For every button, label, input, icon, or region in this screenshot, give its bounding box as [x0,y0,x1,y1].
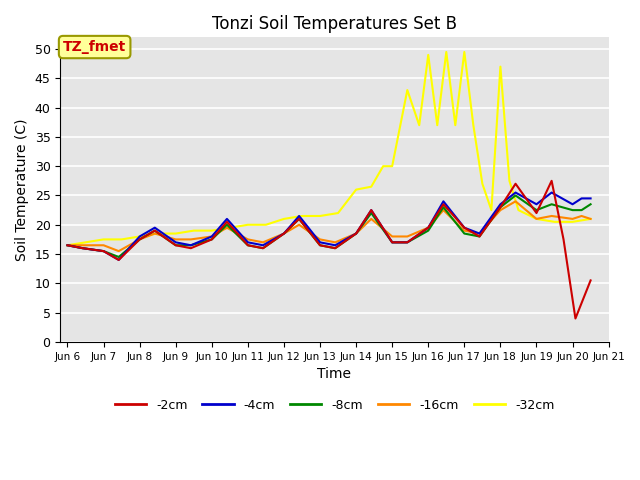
Legend: -2cm, -4cm, -8cm, -16cm, -32cm: -2cm, -4cm, -8cm, -16cm, -32cm [109,394,559,417]
Text: TZ_fmet: TZ_fmet [63,40,126,54]
X-axis label: Time: Time [317,367,351,381]
Y-axis label: Soil Temperature (C): Soil Temperature (C) [15,119,29,261]
Title: Tonzi Soil Temperatures Set B: Tonzi Soil Temperatures Set B [212,15,457,33]
